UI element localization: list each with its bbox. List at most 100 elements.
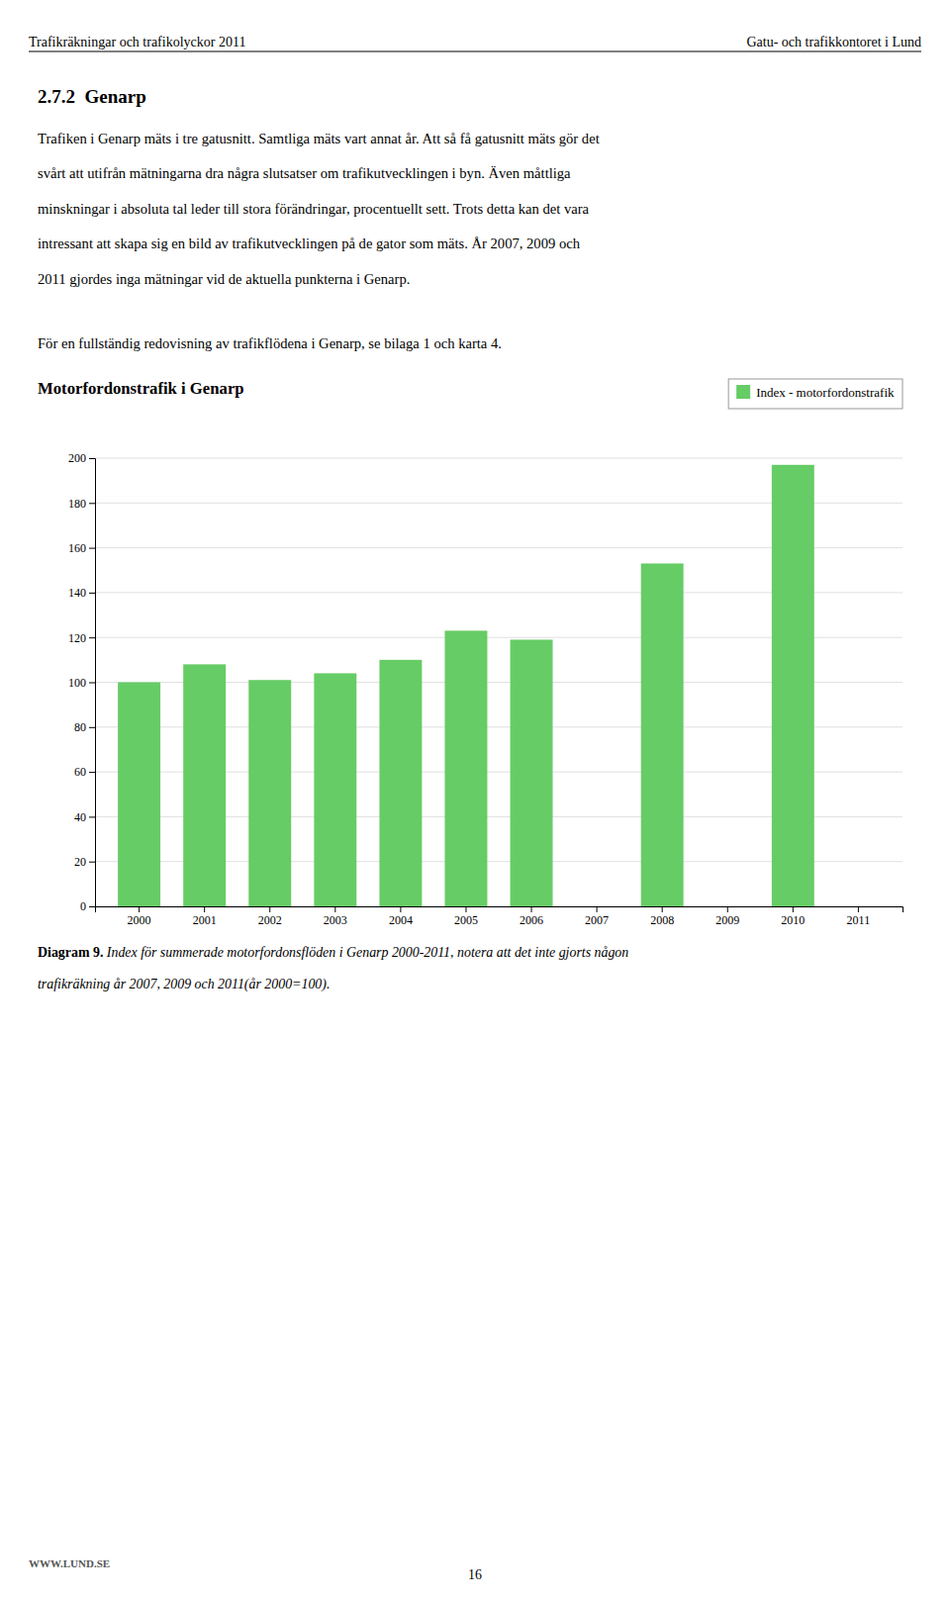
chart: 0204060801001201401601802002000200120022…: [68, 451, 904, 927]
y-tick-mark: [89, 548, 95, 550]
x-tick: 2002: [258, 906, 283, 928]
y-tick-label: 100: [68, 675, 87, 690]
x-tick-mark: [727, 906, 729, 913]
y-tick-label: 40: [74, 810, 87, 825]
y-tick-label: 0: [80, 899, 87, 914]
caption-line: Index för summerade motorfordonsflöden i…: [102, 945, 629, 960]
x-tick-mark: [792, 906, 794, 913]
x-tick-mark: [203, 906, 205, 913]
body-line: minskningar i absoluta tal leder till st…: [37, 200, 590, 217]
bar: [313, 672, 357, 907]
y-tick: 60: [74, 764, 95, 779]
y-tick-label: 160: [68, 541, 87, 556]
legend-frame: [728, 379, 903, 409]
bar: [641, 563, 684, 907]
caption-line: trafikräkning år 2007, 2009 och 2011(år …: [37, 976, 330, 993]
y-tick: 180: [68, 496, 95, 511]
y-tick-label: 20: [74, 855, 87, 869]
y-tick-mark: [89, 458, 95, 460]
legend-swatch: [736, 384, 751, 399]
header-left: Trafikräkningar och trafikolyckor 2011: [28, 34, 246, 50]
y-tick-mark: [89, 771, 95, 773]
x-tick-label: 2010: [780, 913, 805, 928]
y-tick-label: 60: [74, 764, 87, 779]
y-tick: 20: [74, 855, 95, 869]
grid-line: [95, 458, 903, 460]
body-line: intressant att skapa sig en bild av traf…: [37, 235, 581, 252]
x-tick-label: 2011: [847, 913, 871, 928]
y-axis: 0 20 40 60 80 100 120 140 160 180 200: [68, 451, 96, 914]
body-line: Trafiken i Genarp mäts i tre gatusnitt. …: [37, 130, 600, 147]
y-tick-label: 180: [68, 496, 87, 511]
y-tick: 0: [80, 899, 95, 914]
x-tick: 2005: [454, 906, 478, 928]
y-tick-mark: [89, 682, 95, 684]
y-tick-mark: [89, 906, 95, 908]
x-tick: 2008: [650, 906, 674, 928]
footer-page-number: 16: [468, 1567, 482, 1583]
y-tick-mark: [89, 816, 95, 818]
y-tick-label: 80: [74, 720, 87, 735]
x-tick-mark: [662, 906, 664, 913]
x-tick-label: 2000: [127, 913, 152, 928]
x-axis: 2000 2001 2002 2003 2004 2005 2006 2007 2008 2009…: [95, 906, 904, 928]
x-tick: 2011: [847, 906, 871, 928]
x-tick-label: 2004: [388, 913, 413, 928]
x-tick-mark: [138, 906, 140, 913]
y-tick: 160: [68, 541, 95, 556]
y-tick: 80: [74, 720, 95, 735]
x-tick: 2004: [388, 906, 413, 928]
bar: [117, 682, 161, 908]
y-tick-label: 120: [68, 631, 87, 646]
bars: [117, 465, 815, 907]
y-tick: 120: [68, 631, 95, 646]
y-tick: 100: [68, 675, 95, 690]
x-tick-label: 2007: [584, 913, 609, 928]
header-right: Gatu- och trafikkontoret i Lund: [746, 34, 922, 50]
section-title: 2.7.2 Genarp: [37, 86, 147, 107]
grid: [95, 458, 903, 907]
x-tick-label: 2008: [650, 913, 674, 928]
y-tick: 140: [68, 585, 95, 600]
x-tick: 2001: [192, 906, 217, 928]
y-tick-label: 140: [68, 585, 87, 600]
bar: [510, 639, 554, 907]
x-tick: 2009: [715, 906, 740, 928]
bar: [248, 679, 291, 907]
footer-left: WWW.LUND.SE: [28, 1557, 110, 1570]
y-tick: 200: [68, 451, 95, 466]
y-tick-mark: [89, 861, 95, 863]
caption-bold: Diagram 9.: [37, 945, 103, 960]
x-tick-mark: [596, 906, 598, 913]
chart-title: Motorfordonstrafik i Genarp: [37, 379, 245, 398]
x-tick: 2000: [127, 906, 152, 928]
y-tick-mark: [89, 502, 95, 504]
bar: [379, 660, 422, 907]
x-tick-label: 2003: [323, 913, 348, 928]
x-axis-line: [95, 907, 904, 914]
legend-item: Index - motorfordonstrafik: [736, 384, 895, 400]
page: Trafikräkningar och trafikolyckor 2011 Ga…: [0, 0, 950, 1600]
x-tick-mark: [399, 906, 401, 913]
legend: Index - motorfordonstrafik: [728, 379, 903, 409]
x-tick-label: 2005: [454, 913, 478, 928]
x-tick: 2006: [519, 906, 544, 928]
x-tick-mark: [465, 906, 467, 913]
bar: [771, 465, 815, 907]
y-tick: 40: [74, 810, 95, 825]
y-tick-mark: [89, 592, 95, 594]
header-rule: [28, 51, 922, 53]
y-tick-label: 200: [68, 451, 87, 466]
link-line: För en fullständig redovisning av trafik…: [37, 335, 502, 352]
bar: [183, 664, 226, 907]
x-tick: 2007: [584, 906, 609, 928]
x-tick-label: 2001: [192, 913, 217, 928]
x-tick-label: 2002: [258, 913, 283, 928]
y-axis-line: [89, 459, 96, 908]
bar: [444, 630, 487, 907]
x-tick-label: 2006: [519, 913, 544, 928]
caption: Diagram 9. Index för summerade motorford…: [37, 945, 629, 960]
y-tick-mark: [89, 637, 95, 639]
body-line: svårt att utifrån mätningarna dra några …: [37, 165, 571, 182]
legend-label: Index - motorfordonstrafik: [756, 384, 895, 400]
